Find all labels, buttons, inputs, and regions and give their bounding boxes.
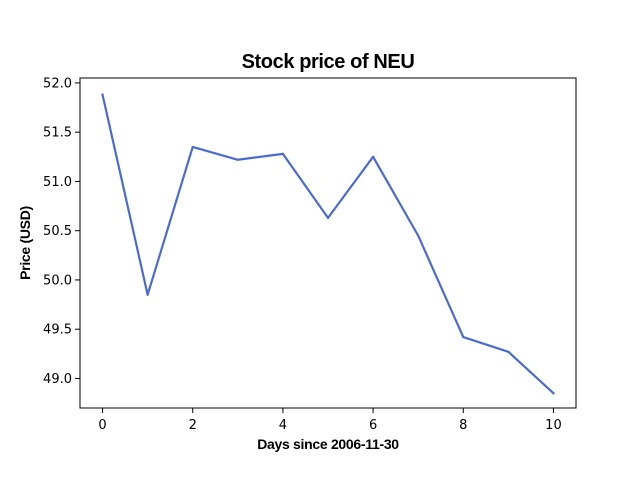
axes-frame — [79, 77, 577, 409]
y-tick-label: 50.5 — [43, 224, 72, 239]
data-point — [191, 145, 194, 149]
x-axis-label: Days since 2006-11-30 — [257, 436, 399, 452]
data-point — [371, 155, 375, 158]
x-tick-label: 0 — [98, 418, 106, 433]
chart-title: Stock price of NEU — [242, 51, 415, 73]
y-tick-label: 49.0 — [43, 372, 72, 387]
y-tick-label: 50.0 — [43, 273, 72, 288]
data-point — [552, 392, 555, 395]
x-axis: 0 2 4 6 8 10 — [98, 408, 562, 433]
data-point — [507, 350, 510, 353]
y-axis: 49.0 49.5 50.0 50.5 51.0 51.5 52.0 — [43, 76, 80, 387]
y-tick-label: 51.5 — [43, 126, 72, 141]
y-tick-label: 51.0 — [43, 175, 72, 190]
data-point — [101, 93, 104, 96]
x-tick-label: 4 — [279, 418, 287, 433]
data-point — [146, 293, 149, 296]
x-tick-label: 6 — [369, 418, 377, 433]
price-line — [101, 93, 556, 395]
data-point — [281, 152, 285, 155]
x-tick-label: 10 — [545, 418, 562, 433]
x-tick-label: 2 — [189, 418, 197, 433]
plot-area — [101, 93, 556, 395]
data-point — [462, 335, 465, 339]
data-point — [417, 234, 420, 237]
y-axis-label: Price (USD) — [17, 206, 33, 280]
y-tick-label: 52.0 — [43, 76, 72, 91]
y-tick-label: 49.5 — [43, 323, 72, 338]
data-point — [236, 158, 239, 161]
data-point — [326, 216, 330, 219]
x-tick-label: 8 — [459, 418, 467, 433]
